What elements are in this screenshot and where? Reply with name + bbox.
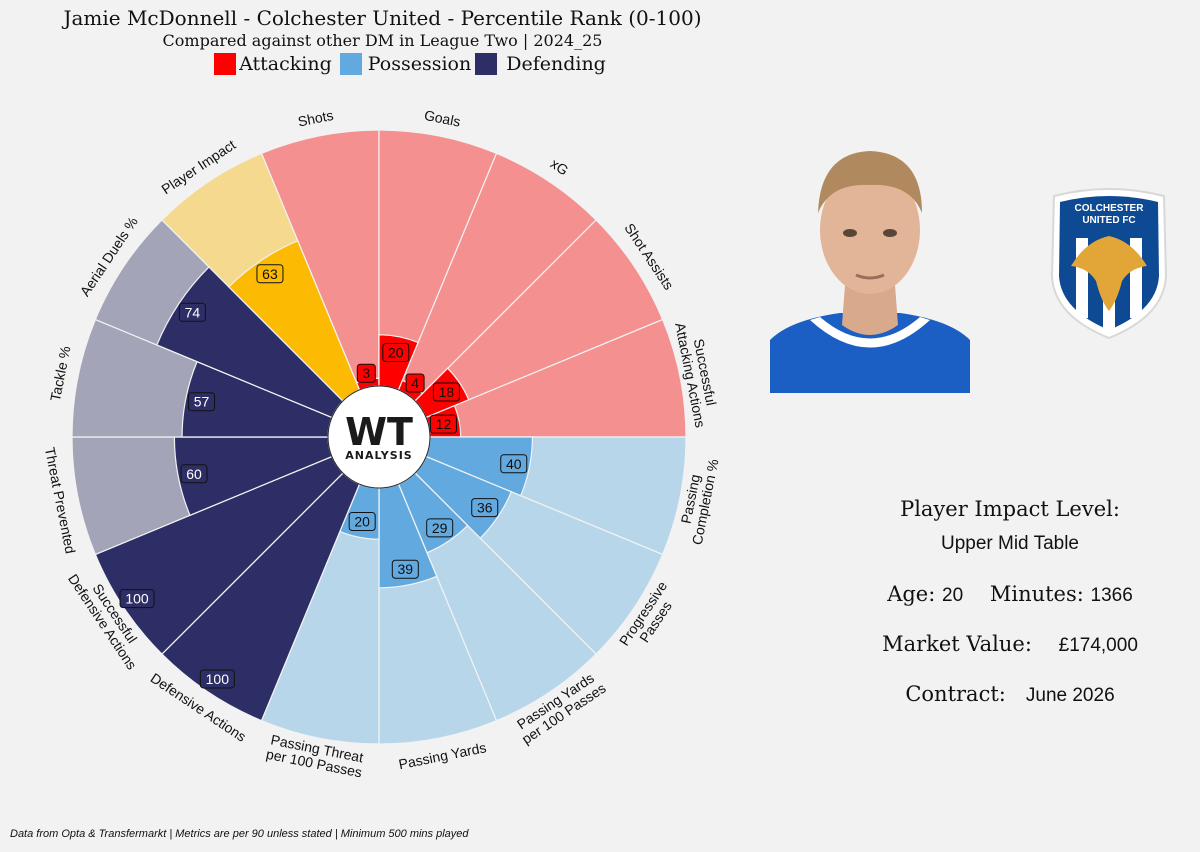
logo-wt-text: WT — [345, 410, 413, 454]
category-label-xg: xG — [548, 155, 572, 178]
contract-row: Contract: June 2026 — [820, 682, 1200, 707]
value-box-passing-threat-per-100-passes — [348, 512, 376, 532]
value-box-successful-attacking-actions — [429, 414, 457, 434]
chart-subtitle: Compared against other DM in League Two … — [162, 31, 603, 50]
category-label-goals: Goals — [423, 107, 462, 130]
legend: Attacking Possession Defending — [0, 51, 820, 77]
player-silhouette-icon — [770, 151, 970, 393]
value-label-passing-yards: 39 — [398, 561, 414, 577]
category-label-tackle: Tackle % — [47, 345, 74, 403]
player-photo — [770, 135, 970, 393]
value-label-shot-assists: 18 — [439, 384, 455, 400]
market-value-label: Market Value: — [882, 632, 1032, 656]
value-box-player-impact — [256, 264, 284, 284]
value-label-tackle: 57 — [194, 394, 210, 410]
minutes-value: 1366 — [1090, 585, 1133, 606]
value-box-passing-yards-per-100-passes — [426, 518, 454, 538]
value-box-defensive-actions — [199, 669, 235, 689]
age-value: 20 — [942, 585, 964, 606]
value-label-passing-completion: 40 — [506, 456, 522, 472]
value-label-player-impact: 63 — [262, 266, 278, 282]
market-value-row: Market Value: £174,000 — [820, 632, 1200, 657]
value-label-goals: 20 — [388, 344, 404, 360]
contract-value: June 2026 — [1025, 685, 1115, 706]
value-label-defensive-actions: 100 — [206, 671, 230, 687]
value-box-tackle — [188, 392, 216, 412]
value-label-passing-yards-per-100-passes: 29 — [432, 520, 448, 536]
impact-level-label: Player Impact Level: — [900, 497, 1120, 521]
club-badge: COLCHESTER UNITED FC — [1046, 186, 1172, 342]
badge-text-line2: UNITED FC — [1082, 215, 1135, 226]
pizza-chart: 3 20 4 18 12 40 36 29 39 20 100 100 60 57 74 63 Shots Goa… — [42, 107, 722, 781]
value-label-aerial-duels: 74 — [185, 304, 201, 320]
value-label-successful-defensive-actions: 100 — [125, 591, 149, 607]
value-box-shot-assists — [432, 382, 460, 402]
minutes-label: Minutes: — [989, 582, 1084, 606]
value-label-passing-threat-per-100-passes: 20 — [354, 514, 370, 530]
legend-label-defending: Defending — [506, 53, 606, 75]
legend-label-possession: Possession — [367, 53, 472, 75]
legend-label-attacking: Attacking — [239, 53, 332, 75]
age-label: Age: — [887, 582, 936, 606]
value-label-xg: 4 — [411, 375, 419, 391]
legend-item-defending: Defending — [475, 53, 606, 75]
value-label-successful-attacking-actions: 12 — [436, 416, 452, 432]
legend-swatch-defending — [475, 53, 498, 75]
value-box-passing-yards — [391, 559, 419, 579]
value-box-threat-prevented — [180, 464, 208, 484]
market-value: £174,000 — [1058, 635, 1138, 656]
legend-swatch-possession — [339, 53, 362, 75]
value-label-progressive-passes: 36 — [477, 500, 493, 516]
footnote: Data from Opta & Transfermarkt | Metrics… — [10, 828, 469, 840]
chart-title: Jamie McDonnell - Colchester United - Pe… — [63, 6, 702, 30]
age-minutes-row: Age: 20 Minutes: 1366 — [820, 582, 1200, 607]
logo-analysis-text: ANALYSIS — [345, 449, 412, 462]
value-box-goals — [382, 342, 410, 362]
category-label-passing-yards: Passing Yards — [397, 739, 487, 772]
value-box-xg — [405, 373, 425, 393]
value-box-successful-defensive-actions — [119, 589, 155, 609]
eagle-icon — [1071, 236, 1147, 311]
value-label-threat-prevented: 60 — [186, 466, 202, 482]
value-box-passing-completion — [500, 454, 528, 474]
value-box-aerial-duels — [178, 302, 206, 322]
category-label-shots: Shots — [296, 107, 334, 130]
value-label-shots: 3 — [362, 365, 370, 381]
contract-label: Contract: — [905, 682, 1006, 706]
legend-item-attacking: Attacking — [214, 53, 332, 75]
legend-item-possession: Possession — [339, 53, 472, 75]
legend-swatch-attacking — [214, 53, 237, 75]
value-box-progressive-passes — [471, 498, 499, 518]
value-box-shots — [356, 363, 376, 383]
impact-level-value: Upper Mid Table — [940, 533, 1079, 554]
center-logo-circle — [327, 385, 431, 489]
badge-text-line1: COLCHESTER — [1075, 203, 1145, 214]
